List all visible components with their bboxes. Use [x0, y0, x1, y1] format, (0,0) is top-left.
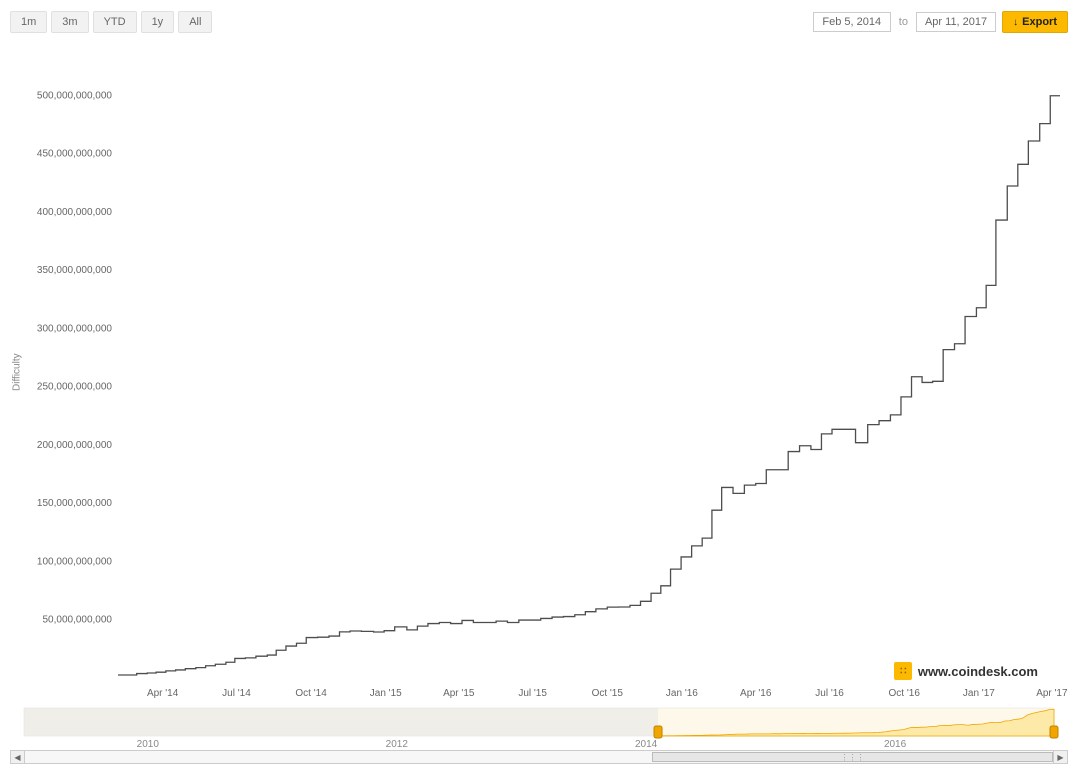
svg-text:Jul '15: Jul '15: [518, 688, 547, 699]
svg-text:Oct '14: Oct '14: [295, 688, 327, 699]
range-1y-button[interactable]: 1y: [141, 11, 175, 33]
range-button-group: 1m 3m YTD 1y All: [10, 11, 212, 33]
scrollbar-track[interactable]: ⋮⋮⋮: [25, 751, 1053, 763]
svg-text:350,000,000,000: 350,000,000,000: [37, 265, 113, 276]
export-button[interactable]: ↓ Export: [1002, 11, 1068, 33]
range-ytd-button[interactable]: YTD: [93, 11, 137, 33]
svg-text:Oct '15: Oct '15: [592, 688, 624, 699]
scrollbar-thumb[interactable]: ⋮⋮⋮: [652, 752, 1053, 762]
svg-text:300,000,000,000: 300,000,000,000: [37, 323, 113, 334]
svg-text:100,000,000,000: 100,000,000,000: [37, 556, 113, 567]
date-to-label: to: [897, 16, 910, 28]
coindesk-logo-icon: ∷: [894, 662, 912, 680]
date-from-input[interactable]: Feb 5, 2014: [813, 12, 891, 32]
svg-text:450,000,000,000: 450,000,000,000: [37, 149, 113, 160]
chart-area: Difficulty 50,000,000,000 100,000,000,000…: [10, 42, 1068, 702]
svg-text:2014: 2014: [635, 739, 658, 748]
svg-text:Apr '16: Apr '16: [740, 688, 772, 699]
svg-text:Oct '16: Oct '16: [889, 688, 921, 699]
scroll-right-button[interactable]: ▶: [1053, 751, 1067, 763]
range-3m-button[interactable]: 3m: [51, 11, 88, 33]
y-axis-title: Difficulty: [10, 42, 24, 702]
svg-text:200,000,000,000: 200,000,000,000: [37, 440, 113, 451]
svg-text:Jan '17: Jan '17: [963, 688, 995, 699]
svg-text:Jan '16: Jan '16: [666, 688, 698, 699]
scrollbar[interactable]: ◀ ⋮⋮⋮ ▶: [10, 750, 1068, 764]
svg-text:400,000,000,000: 400,000,000,000: [37, 207, 113, 218]
svg-text:2010: 2010: [137, 739, 160, 748]
scroll-left-button[interactable]: ◀: [11, 751, 25, 763]
svg-text:500,000,000,000: 500,000,000,000: [37, 90, 113, 101]
svg-text:Apr '15: Apr '15: [443, 688, 475, 699]
chart-toolbar: 1m 3m YTD 1y All Feb 5, 2014 to Apr 11, …: [10, 8, 1068, 36]
difficulty-line-chart[interactable]: 50,000,000,000 100,000,000,000 150,000,000…: [24, 42, 1068, 702]
svg-text:Jul '16: Jul '16: [815, 688, 844, 699]
svg-text:2012: 2012: [386, 739, 409, 748]
download-icon: ↓: [1013, 17, 1018, 28]
svg-text:250,000,000,000: 250,000,000,000: [37, 382, 113, 393]
date-to-input[interactable]: Apr 11, 2017: [916, 12, 996, 32]
range-all-button[interactable]: All: [178, 11, 212, 33]
range-1m-button[interactable]: 1m: [10, 11, 47, 33]
svg-text:Apr '17: Apr '17: [1036, 688, 1068, 699]
export-button-label: Export: [1022, 16, 1057, 28]
brand-text: www.coindesk.com: [918, 664, 1038, 679]
svg-text:150,000,000,000: 150,000,000,000: [37, 498, 113, 509]
svg-text:Jan '15: Jan '15: [370, 688, 402, 699]
brand-watermark: ∷ www.coindesk.com: [894, 662, 1038, 680]
svg-text:Jul '14: Jul '14: [222, 688, 251, 699]
svg-text:50,000,000,000: 50,000,000,000: [42, 615, 112, 626]
date-export-group: Feb 5, 2014 to Apr 11, 2017 ↓ Export: [813, 11, 1068, 33]
navigator[interactable]: 2010 2012 2014 2016: [10, 706, 1068, 748]
svg-text:2016: 2016: [884, 739, 907, 748]
svg-text:Apr '14: Apr '14: [147, 688, 179, 699]
